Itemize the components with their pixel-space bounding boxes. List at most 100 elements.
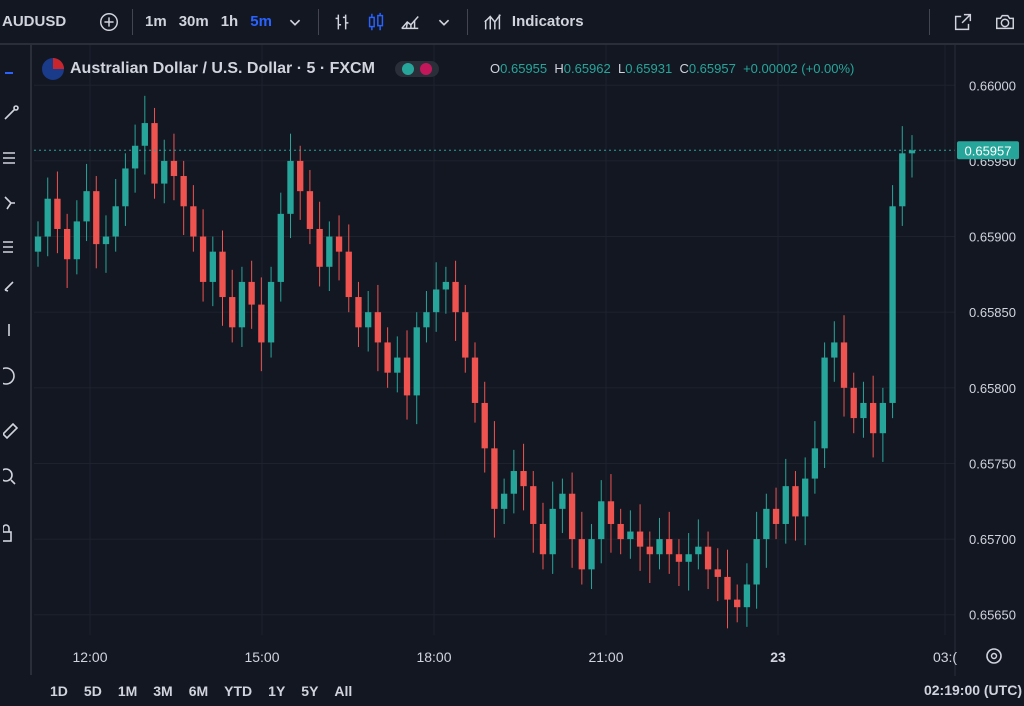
symbol-search-button[interactable]: AUDUSD: [0, 0, 92, 43]
bars-style-button[interactable]: [325, 0, 359, 43]
range-1d-button[interactable]: 1D: [50, 683, 68, 699]
close-value: 0.65957: [688, 61, 736, 76]
indicators-icon: [484, 13, 501, 29]
area-style-button[interactable]: [393, 0, 427, 43]
candle: [93, 176, 100, 269]
pattern-tool[interactable]: [0, 190, 26, 216]
candle-body: [831, 342, 838, 358]
trend-line-tool[interactable]: [0, 100, 26, 126]
chart-grid: [34, 45, 955, 635]
candle-body: [792, 486, 799, 517]
candle: [685, 533, 692, 591]
candle: [879, 387, 887, 462]
ruler-icon: [3, 422, 19, 440]
candle-body: [481, 402, 488, 449]
fib-tool[interactable]: [0, 233, 26, 259]
brush-tool[interactable]: [0, 273, 26, 299]
interval-5m-button[interactable]: 5m: [244, 0, 278, 43]
candle-body: [899, 153, 906, 207]
crosshair-tool[interactable]: [0, 60, 26, 86]
indicators-button[interactable]: Indicators: [474, 0, 592, 43]
price-tick-label: 0.65700: [969, 532, 1016, 547]
candle: [462, 284, 469, 373]
candle: [908, 135, 916, 178]
candle: [229, 269, 236, 343]
interval-dropdown-button[interactable]: [278, 0, 312, 43]
horizontal-lines-tool[interactable]: [0, 145, 26, 171]
range-3m-button[interactable]: 3M: [153, 683, 173, 699]
interval-1m-button[interactable]: 1m: [139, 0, 173, 43]
candle-body: [860, 402, 867, 419]
fibonacci-icon: [3, 241, 13, 253]
close-label: C: [679, 61, 689, 76]
low-label: L: [617, 61, 626, 76]
lock-tool[interactable]: [0, 520, 26, 546]
price-tick-label: 0.65900: [969, 230, 1016, 245]
candle-body: [73, 221, 81, 260]
market-status-pill[interactable]: [394, 61, 439, 77]
range-all-button[interactable]: All: [334, 683, 353, 699]
compare-symbol-button[interactable]: [92, 0, 126, 43]
chart-style-dropdown[interactable]: [427, 0, 461, 43]
emoji-tool[interactable]: [0, 363, 26, 389]
candle-body: [666, 539, 673, 555]
candle-body: [131, 145, 139, 169]
screenshot-button[interactable]: [988, 0, 1022, 43]
candle: [792, 471, 799, 541]
candle-body: [306, 191, 314, 229]
candle-body: [345, 251, 352, 298]
candle-body: [889, 206, 896, 403]
candle: [899, 126, 906, 226]
candle: [44, 177, 51, 257]
interval-1h-button[interactable]: 1h: [215, 0, 245, 43]
range-5d-button[interactable]: 5D: [83, 683, 102, 699]
range-ytd-button[interactable]: YTD: [224, 683, 253, 699]
candle-body: [83, 191, 90, 222]
candle: [734, 584, 741, 623]
candle-body: [714, 569, 721, 577]
candle-body: [520, 471, 527, 487]
candle-body: [54, 198, 61, 229]
candle-body: [811, 448, 819, 479]
candle: [481, 381, 488, 473]
candle-body: [44, 198, 51, 237]
candle: [578, 511, 585, 585]
candle-body: [821, 357, 828, 449]
candle-body: [316, 228, 323, 267]
price-chart[interactable]: 0.660000.659500.659000.658500.658000.657…: [0, 45, 1024, 676]
range-1y-button[interactable]: 1Y: [268, 683, 286, 699]
text-tool[interactable]: [0, 317, 26, 343]
candle-body: [704, 546, 712, 570]
range-6m-button[interactable]: 6M: [188, 683, 209, 699]
candle-body: [122, 168, 129, 207]
candle: [743, 563, 751, 627]
time-axis-settings-button: [986, 648, 1002, 664]
candle-body: [782, 486, 789, 524]
zoom-tool[interactable]: [0, 463, 26, 489]
ruler-tool[interactable]: [0, 417, 26, 443]
candle: [238, 266, 246, 347]
candle: [714, 548, 721, 602]
time-tick-label: 03:(: [933, 649, 957, 665]
candle-body: [277, 213, 284, 282]
candle: [772, 487, 780, 540]
utc-clock[interactable]: 02:19:00 (UTC): [923, 682, 1022, 698]
price-tick-label: 0.65750: [969, 456, 1016, 471]
last-price-badge-bg: [957, 141, 1019, 160]
range-5y-button[interactable]: 5Y: [301, 683, 319, 699]
fullscreen-button[interactable]: [946, 0, 980, 43]
candle: [782, 458, 789, 544]
candle-body: [384, 342, 391, 373]
candles-style-button[interactable]: [359, 0, 393, 43]
gear-icon-center: [990, 652, 998, 660]
interval-30m-button[interactable]: 30m: [173, 0, 215, 43]
interval-label: 1m: [145, 13, 167, 30]
candle-body: [578, 539, 585, 570]
range-1m-button[interactable]: 1M: [117, 683, 138, 699]
candle: [500, 478, 508, 524]
candle: [840, 315, 848, 417]
candle-body: [491, 448, 498, 509]
candle-body: [102, 236, 110, 245]
candle-body: [297, 160, 304, 192]
smiley-icon: [3, 367, 15, 385]
